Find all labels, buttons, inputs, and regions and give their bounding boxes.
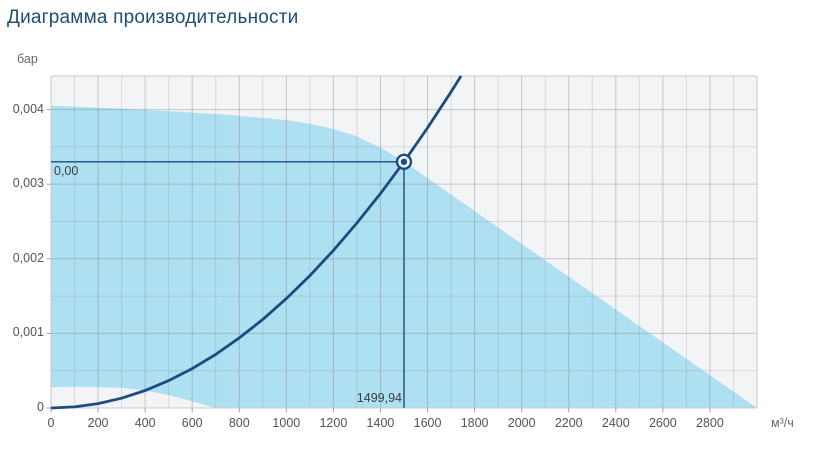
y-tick-label: 0,004: [12, 101, 44, 116]
x-tick-label: 1200: [319, 416, 348, 430]
x-tick-label: 2400: [601, 416, 630, 430]
x-axis-unit: м³/ч: [771, 416, 794, 430]
x-tick-label: 800: [228, 416, 250, 430]
chart-title: Диаграмма производительности: [7, 7, 299, 28]
x-tick-label: 1600: [413, 416, 442, 430]
y-tick-label: 0,003: [12, 176, 44, 191]
x-tick-label: 600: [181, 416, 203, 430]
x-tick-label: 2800: [696, 416, 724, 430]
x-tick-label: 2000: [507, 416, 536, 430]
y-tick-label: 0,001: [12, 325, 44, 340]
x-tick-label: 2600: [648, 416, 677, 430]
x-tick-label: 1400: [366, 416, 395, 430]
x-tick-label: 200: [87, 416, 109, 430]
x-tick-label: 400: [134, 416, 156, 430]
x-tick-label: 1800: [460, 416, 489, 430]
operating-point-marker-core[interactable]: [400, 158, 408, 165]
y-tick-label: 0,002: [12, 250, 44, 265]
flow-label: 1499,94: [356, 391, 402, 405]
x-tick-label: 0: [47, 416, 55, 430]
y-tick-label: 0: [37, 400, 44, 414]
x-tick-label: 1000: [272, 416, 301, 430]
x-tick-label: 2200: [554, 416, 583, 430]
y-axis-unit: бар: [17, 52, 38, 66]
pressure-label: 0,00: [54, 163, 79, 178]
